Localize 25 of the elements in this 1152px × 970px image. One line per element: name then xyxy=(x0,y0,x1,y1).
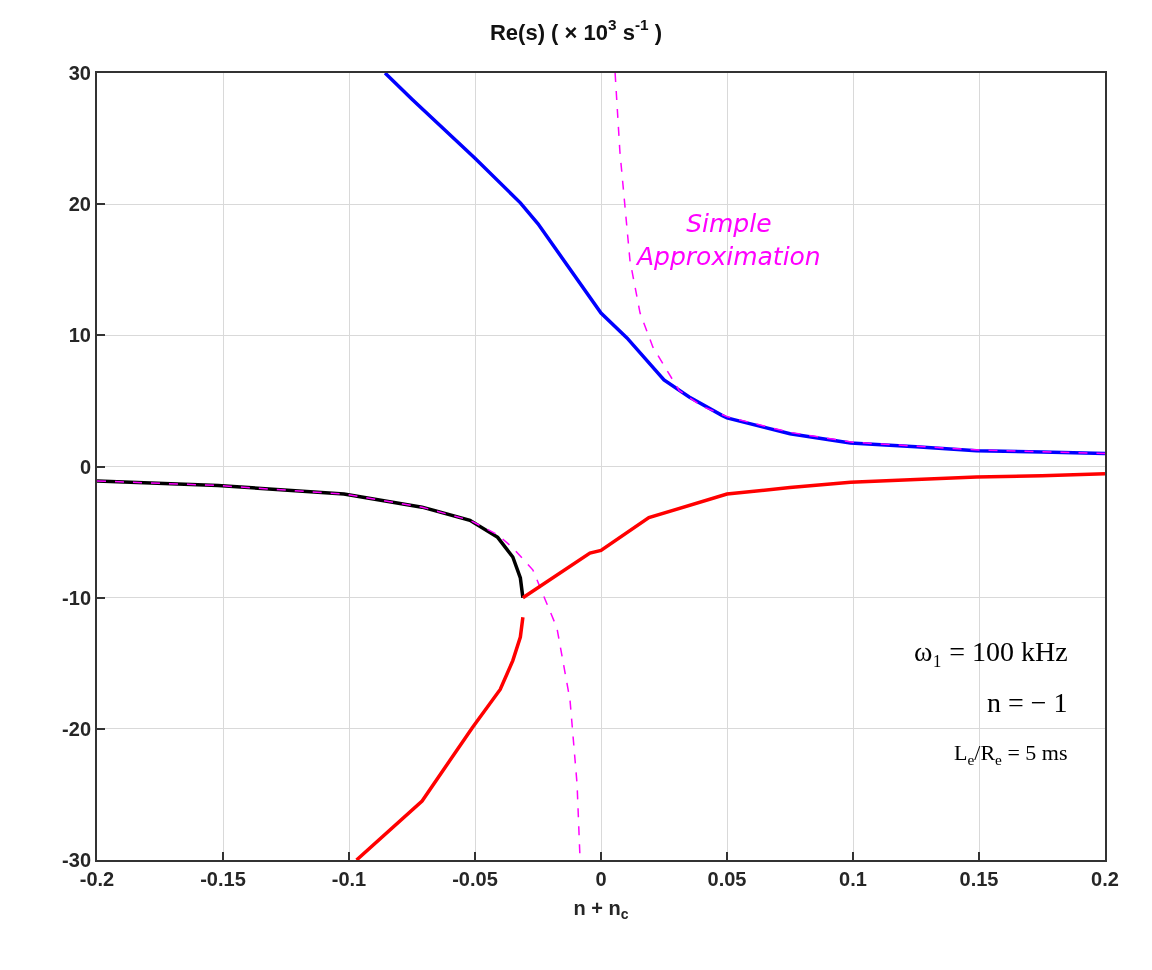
y-tick-label: -30 xyxy=(62,849,91,871)
annotation: n = − 1 xyxy=(987,687,1068,718)
y-tick-label: -10 xyxy=(62,586,91,609)
x-axis-title: n + n$_{c}$ xyxy=(573,897,629,923)
x-tick-label: 0 xyxy=(595,868,607,890)
y-tick-label: 10 xyxy=(68,324,91,347)
line-series xyxy=(354,615,525,860)
x-tick-label: -0.1 xyxy=(331,868,367,890)
x-tick-label: 0.05 xyxy=(707,868,747,890)
y-tick-label: 0 xyxy=(79,455,91,478)
annotation: L$_{e}$/R$_{e}$ = 5 ms xyxy=(954,740,1068,768)
annotation: Simple Approximation xyxy=(635,209,821,271)
line-series xyxy=(521,471,1105,600)
line-series xyxy=(614,73,1105,455)
chart-title: Re(s) ( × 10$^{3}$ s$^{-1}$ ) xyxy=(489,16,663,45)
y-tick-label: 30 xyxy=(68,62,91,84)
x-tick-label: -0.2 xyxy=(79,868,115,890)
x-tick-label: 0.1 xyxy=(839,868,867,890)
y-tick-label: -20 xyxy=(62,717,91,740)
x-tick-label: -0.05 xyxy=(452,868,498,890)
annotation: ω₁ = 100 kHz xyxy=(914,636,1068,667)
y-tick-label: 20 xyxy=(68,193,91,216)
x-tick-label: -0.15 xyxy=(200,868,246,890)
x-tick-label: 0.15 xyxy=(959,868,999,890)
x-tick-label: 0.2 xyxy=(1091,868,1119,890)
